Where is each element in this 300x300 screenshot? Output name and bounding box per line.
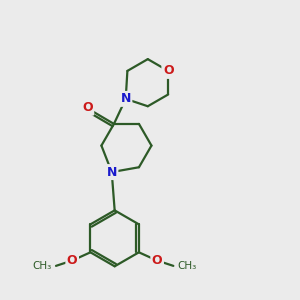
- Text: O: O: [67, 254, 77, 267]
- Text: O: O: [163, 64, 173, 77]
- Text: O: O: [152, 254, 163, 267]
- Text: O: O: [82, 101, 93, 114]
- Text: CH₃: CH₃: [178, 261, 197, 271]
- Text: N: N: [106, 166, 117, 178]
- Text: N: N: [121, 92, 131, 105]
- Text: CH₃: CH₃: [32, 261, 52, 271]
